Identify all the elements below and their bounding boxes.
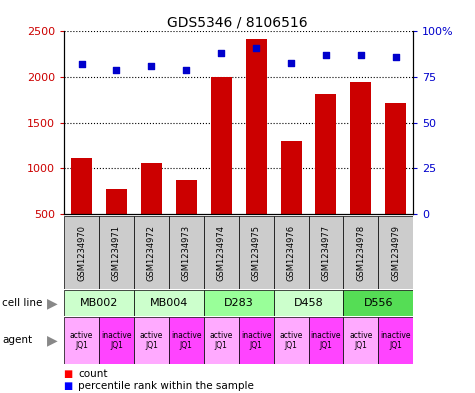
- Bar: [274, 216, 309, 289]
- Point: [322, 52, 330, 58]
- Text: GDS5346 / 8106516: GDS5346 / 8106516: [167, 16, 308, 30]
- Bar: [134, 216, 169, 289]
- Bar: [211, 77, 232, 260]
- Text: D556: D556: [363, 298, 393, 308]
- Bar: [64, 216, 99, 289]
- Text: GSM1234977: GSM1234977: [322, 224, 331, 281]
- Text: active
JQ1: active JQ1: [349, 331, 372, 350]
- Point: [78, 61, 86, 68]
- Bar: [64, 290, 134, 316]
- Text: percentile rank within the sample: percentile rank within the sample: [78, 381, 254, 391]
- Text: GSM1234972: GSM1234972: [147, 224, 156, 281]
- Point: [218, 50, 225, 57]
- Bar: [343, 317, 379, 364]
- Bar: [309, 317, 343, 364]
- Text: active
JQ1: active JQ1: [70, 331, 93, 350]
- Point: [113, 67, 120, 73]
- Text: GSM1234971: GSM1234971: [112, 224, 121, 281]
- Point: [287, 59, 295, 66]
- Bar: [176, 180, 197, 260]
- Bar: [343, 290, 413, 316]
- Bar: [274, 317, 309, 364]
- Bar: [315, 94, 336, 260]
- Text: GSM1234970: GSM1234970: [77, 224, 86, 281]
- Text: agent: agent: [2, 335, 32, 345]
- Bar: [204, 216, 238, 289]
- Point: [392, 54, 399, 60]
- Bar: [204, 290, 274, 316]
- Bar: [169, 216, 204, 289]
- Bar: [141, 163, 162, 260]
- Text: inactive
JQ1: inactive JQ1: [101, 331, 132, 350]
- Bar: [309, 216, 343, 289]
- Bar: [134, 317, 169, 364]
- Bar: [99, 317, 134, 364]
- Text: count: count: [78, 369, 108, 379]
- Text: inactive
JQ1: inactive JQ1: [311, 331, 341, 350]
- Text: GSM1234973: GSM1234973: [182, 224, 191, 281]
- Text: MB002: MB002: [80, 298, 118, 308]
- Text: active
JQ1: active JQ1: [140, 331, 163, 350]
- Point: [182, 67, 190, 73]
- Bar: [238, 317, 274, 364]
- Text: GSM1234978: GSM1234978: [356, 224, 365, 281]
- Bar: [238, 216, 274, 289]
- Bar: [351, 82, 371, 260]
- Text: active
JQ1: active JQ1: [209, 331, 233, 350]
- Bar: [281, 141, 302, 260]
- Text: inactive
JQ1: inactive JQ1: [380, 331, 411, 350]
- Text: inactive
JQ1: inactive JQ1: [241, 331, 271, 350]
- Text: ▶: ▶: [48, 296, 58, 310]
- Text: D458: D458: [294, 298, 323, 308]
- Text: ■: ■: [64, 369, 76, 379]
- Text: GSM1234979: GSM1234979: [391, 224, 400, 281]
- Text: ▶: ▶: [48, 333, 58, 347]
- Text: inactive
JQ1: inactive JQ1: [171, 331, 201, 350]
- Bar: [169, 317, 204, 364]
- Text: active
JQ1: active JQ1: [279, 331, 303, 350]
- Text: cell line: cell line: [2, 298, 43, 308]
- Bar: [99, 216, 134, 289]
- Bar: [64, 317, 99, 364]
- Bar: [379, 216, 413, 289]
- Bar: [134, 290, 204, 316]
- Bar: [246, 39, 266, 260]
- Bar: [71, 158, 92, 260]
- Point: [148, 63, 155, 69]
- Bar: [106, 189, 127, 260]
- Bar: [379, 317, 413, 364]
- Text: GSM1234976: GSM1234976: [286, 224, 295, 281]
- Bar: [204, 317, 238, 364]
- Text: MB004: MB004: [150, 298, 188, 308]
- Text: ■: ■: [64, 381, 76, 391]
- Text: GSM1234974: GSM1234974: [217, 224, 226, 281]
- Bar: [274, 290, 343, 316]
- Text: GSM1234975: GSM1234975: [252, 224, 261, 281]
- Text: D283: D283: [224, 298, 254, 308]
- Point: [252, 45, 260, 51]
- Bar: [343, 216, 379, 289]
- Bar: [385, 103, 406, 260]
- Point: [357, 52, 365, 58]
